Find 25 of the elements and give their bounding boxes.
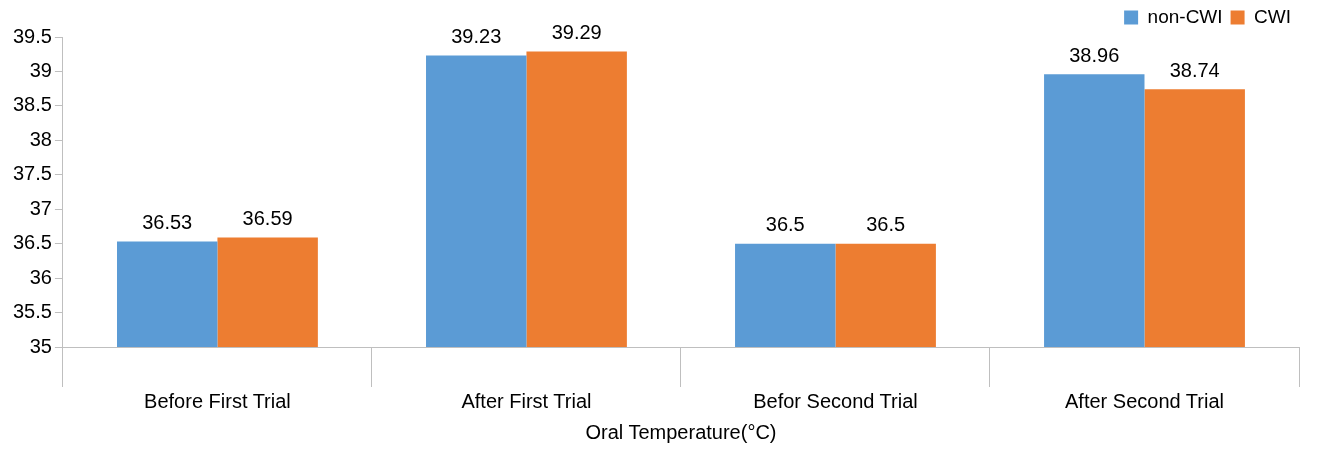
y-tick-label: 39	[29, 58, 52, 81]
y-tick-label: 39.5	[12, 24, 52, 47]
y-tick-label: 38.5	[12, 93, 52, 116]
data-label: 39.29	[551, 20, 602, 43]
x-tick-label: Befor Second Trial	[753, 389, 918, 412]
data-label: 38.74	[1169, 58, 1220, 81]
x-tick-label: After Second Trial	[1065, 389, 1224, 412]
legend-label: non-CWI	[1147, 5, 1223, 27]
x-axis-title: Oral Temperature(°C)	[585, 420, 777, 443]
y-tick-label: 37	[29, 196, 52, 219]
data-label: 36.59	[242, 206, 293, 229]
y-tick-label: 37.5	[12, 162, 52, 185]
data-label: 39.23	[451, 25, 502, 48]
legend-label: CWI	[1254, 5, 1291, 27]
data-label: 36.5	[866, 213, 906, 236]
y-tick-label: 35	[29, 334, 52, 357]
x-tick-label: After First Trial	[461, 389, 592, 412]
data-label: 38.96	[1069, 43, 1120, 66]
y-tick-label: 35.5	[12, 300, 52, 323]
y-tick-label: 38	[29, 127, 52, 150]
x-tick-label: Before First Trial	[144, 389, 291, 412]
y-tick-label: 36.5	[12, 231, 52, 254]
y-tick-label: 36	[29, 265, 52, 288]
data-label: 36.53	[142, 211, 193, 234]
data-label: 36.5	[765, 213, 805, 236]
